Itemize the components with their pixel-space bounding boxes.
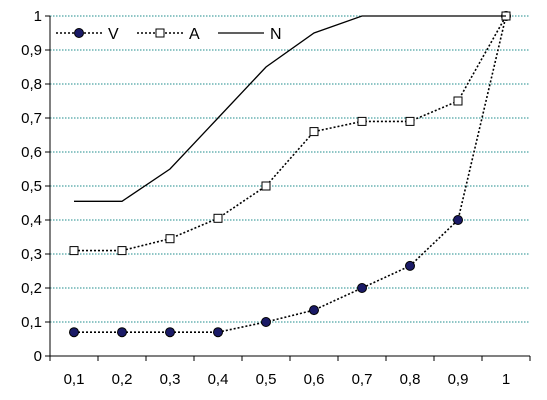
y-tick-label: 0 [34,348,42,365]
x-tick-label: 0,2 [112,371,133,388]
y-axis-tick-labels: 0 0,1 0,2 0,3 0,4 0,5 0,6 0,7 0,8 0,9 1 [21,8,42,365]
x-tick-label: 0,9 [448,371,469,388]
series-v-point [117,327,127,338]
y-tick-label: 0,6 [21,144,42,161]
x-tick-label: 0,5 [256,371,277,388]
series-v-point [165,327,175,338]
series-a-point [165,234,175,244]
series-v-point [213,327,223,338]
series-a-point [117,246,127,256]
x-tick-label: 0,8 [400,371,421,388]
legend-v-marker [74,28,84,38]
data-series [69,11,511,338]
series-v-point [309,305,319,316]
series-a-point [405,116,415,126]
y-tick-label: 0,2 [21,280,42,297]
series-a-point [453,96,463,106]
series-a-point [357,116,367,126]
series-a-point [309,127,319,137]
gridlines [50,15,530,323]
legend-v-label: V [108,26,119,43]
series-v-point [453,215,463,225]
x-axis-tick-labels: 0,1 0,2 0,3 0,4 0,5 0,6 0,7 0,8 0,9 1 [64,371,511,388]
x-tick-label: 0,3 [160,371,181,388]
series-v-point [69,327,79,338]
legend-a-label: A [189,26,200,43]
y-tick-label: 0,1 [21,314,42,331]
y-tick-label: 0,8 [21,76,42,93]
x-tick-label: 0,4 [208,371,229,388]
series-a-point [213,213,223,223]
x-tick-label: 1 [502,371,510,388]
legend-n-label: N [270,26,282,43]
y-tick-label: 0,4 [21,212,42,229]
series-n-line [74,15,506,202]
series-a-point [261,181,271,191]
x-tick-label: 0,1 [64,371,85,388]
x-tick-label: 0,6 [304,371,325,388]
y-tick-label: 1 [34,8,42,25]
series-v-point [405,260,415,271]
series-v-point [261,317,271,327]
legend-a-marker [155,28,165,38]
series-v-point [357,283,367,293]
series-a-line [74,15,507,252]
y-tick-label: 0,5 [21,178,42,195]
series-v-line [74,15,507,334]
y-tick-label: 0,3 [21,246,42,263]
x-tick-label: 0,7 [352,371,373,388]
y-tick-label: 0,9 [21,42,42,59]
y-tick-label: 0,7 [21,110,42,127]
axes [45,15,531,361]
series-a-point [69,246,79,256]
